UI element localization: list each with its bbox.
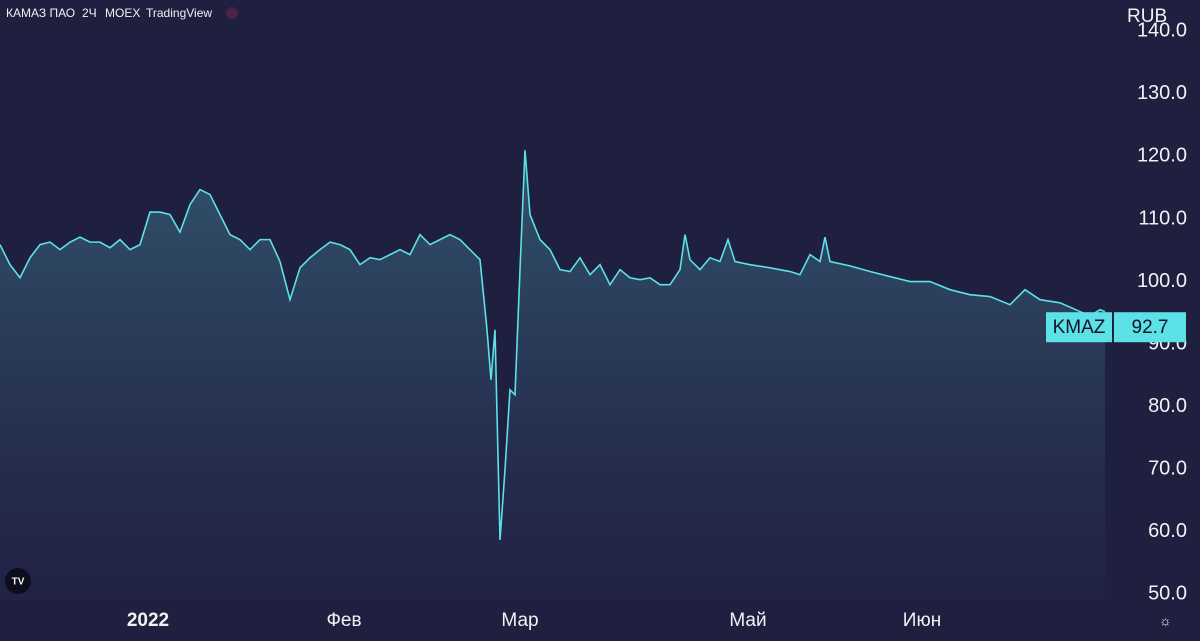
y-tick-label: 100.0 [1137,270,1187,292]
currency[interactable]: RUB [1127,6,1167,27]
symbol: КАМАЗ ПАО [6,6,75,20]
x-tick-label: Июн [903,610,941,631]
x-tick-label: Мар [501,610,538,631]
last-value-badge [1114,312,1186,343]
ticker-label: KMAZ [1053,317,1106,338]
y-tick-label: 70.0 [1148,458,1187,480]
exchange: MOEX [105,6,140,20]
area [0,150,1105,600]
y-tick-label: 110.0 [1138,207,1187,229]
settings-icon[interactable]: ☼ [1159,613,1172,629]
y-tick-label: 140.0 [1137,20,1187,42]
svg-text:TV: TV [12,577,25,588]
price-line [0,150,1106,540]
y-tick-label: 60.0 [1148,520,1187,542]
y-tick-label: 130.0 [1137,82,1187,104]
x-tick-label: Фев [326,610,361,631]
x-tick-label: Май [729,610,766,631]
currency-bg [1116,0,1200,36]
status-icon [226,7,238,19]
ticker-badge [1046,312,1112,343]
x-tick-label: 2022 [127,610,169,631]
tv-logo: TV [5,568,31,594]
y-tick-label: 80.0 [1148,395,1187,417]
interval: 2Ч [82,6,97,20]
source: TradingView [146,6,212,20]
last-value-label: 92.7 [1132,317,1169,338]
y-tick-label: 120.0 [1137,145,1187,167]
y-tick-label: 50.0 [1148,583,1187,605]
